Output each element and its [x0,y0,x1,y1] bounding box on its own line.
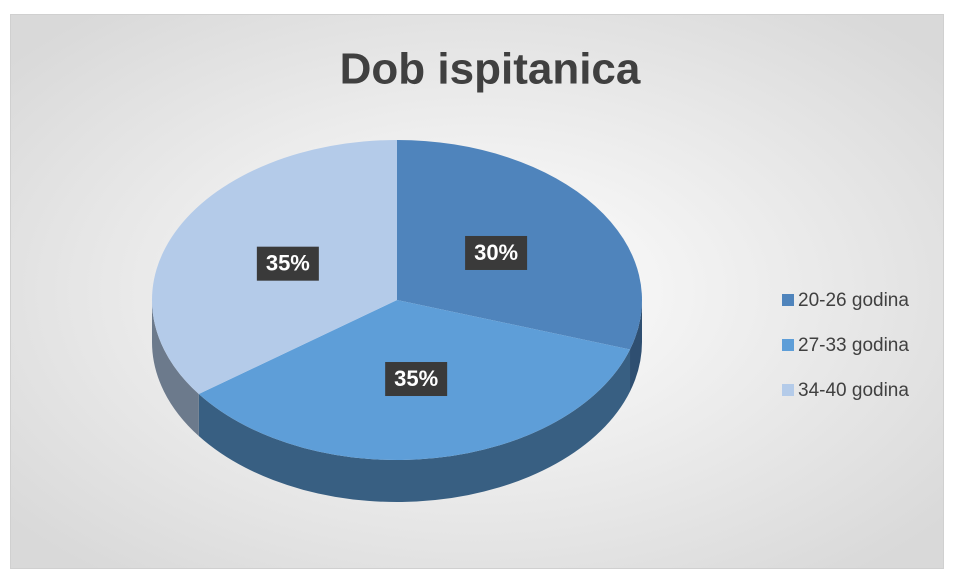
legend-swatch [782,384,794,396]
data-label-text: 30% [474,240,518,265]
legend-label: 27-33 godina [798,335,909,356]
legend-swatch [782,339,794,351]
chart-title: Dob ispitanica [340,45,641,94]
legend-swatch [782,294,794,306]
pie-slice-side [152,300,199,437]
data-label-box [256,246,319,281]
data-label: 35% [256,246,319,281]
pie-slice-side [630,300,642,392]
legend-label: 20-26 godina [798,290,909,311]
legend-label: 34-40 godina [798,380,909,401]
data-label-box [465,235,528,270]
data-label: 30% [465,235,528,270]
pie-slice-side [198,349,631,502]
data-label: 35% [385,362,448,397]
data-label-text: 35% [266,250,310,275]
data-label-box [385,362,448,397]
data-label-text: 35% [394,366,438,391]
